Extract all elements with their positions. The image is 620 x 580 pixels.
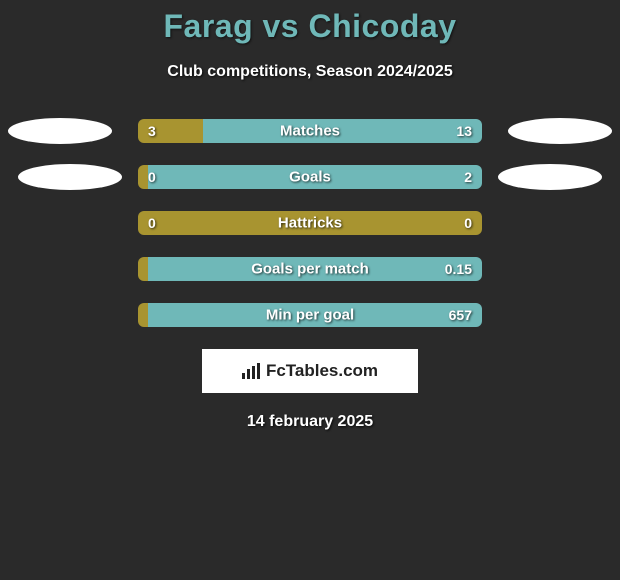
bar-segment-left (138, 257, 148, 281)
player-avatar-left (18, 164, 122, 190)
bar-segment-right (203, 119, 483, 143)
subtitle: Club competitions, Season 2024/2025 (0, 63, 620, 81)
stat-row: Goals per match 0.15 (0, 257, 620, 281)
stat-bar: Matches 3 13 (138, 119, 482, 143)
comparison-infographic: Farag vs Chicoday Club competitions, Sea… (0, 0, 620, 431)
stat-label: Hattricks (278, 215, 342, 232)
stat-label: Min per goal (266, 307, 354, 324)
stat-bar: Hattricks 0 0 (138, 211, 482, 235)
bar-segment-left (138, 303, 148, 327)
stat-value-left: 0 (148, 169, 156, 185)
logo-box: FcTables.com (202, 349, 418, 393)
player-avatar-right (498, 164, 602, 190)
player-avatar-left (8, 118, 112, 144)
stat-row: Goals 0 2 (0, 165, 620, 189)
stat-value-left: 0 (148, 215, 156, 231)
stat-label: Matches (280, 123, 340, 140)
stat-label: Goals per match (251, 261, 369, 278)
stat-value-right: 657 (449, 307, 472, 323)
logo-text: FcTables.com (266, 361, 378, 381)
stat-value-right: 0.15 (445, 261, 472, 277)
page-title: Farag vs Chicoday (0, 8, 620, 45)
stat-value-right: 13 (456, 123, 472, 139)
bars-host: Matches 3 13 Goals 0 2 Hattricks 0 0 Goals per ma… (0, 119, 620, 327)
logo: FcTables.com (242, 361, 378, 381)
stat-value-right: 2 (464, 169, 472, 185)
stat-value-left: 3 (148, 123, 156, 139)
stat-bar: Min per goal 657 (138, 303, 482, 327)
stat-row: Min per goal 657 (0, 303, 620, 327)
player-avatar-right (508, 118, 612, 144)
stat-label: Goals (289, 169, 331, 186)
stat-value-right: 0 (464, 215, 472, 231)
stat-row: Matches 3 13 (0, 119, 620, 143)
date-text: 14 february 2025 (0, 413, 620, 431)
chart-icon (242, 363, 262, 379)
stat-bar: Goals per match 0.15 (138, 257, 482, 281)
bar-segment-left (138, 165, 148, 189)
stat-row: Hattricks 0 0 (0, 211, 620, 235)
stat-bar: Goals 0 2 (138, 165, 482, 189)
